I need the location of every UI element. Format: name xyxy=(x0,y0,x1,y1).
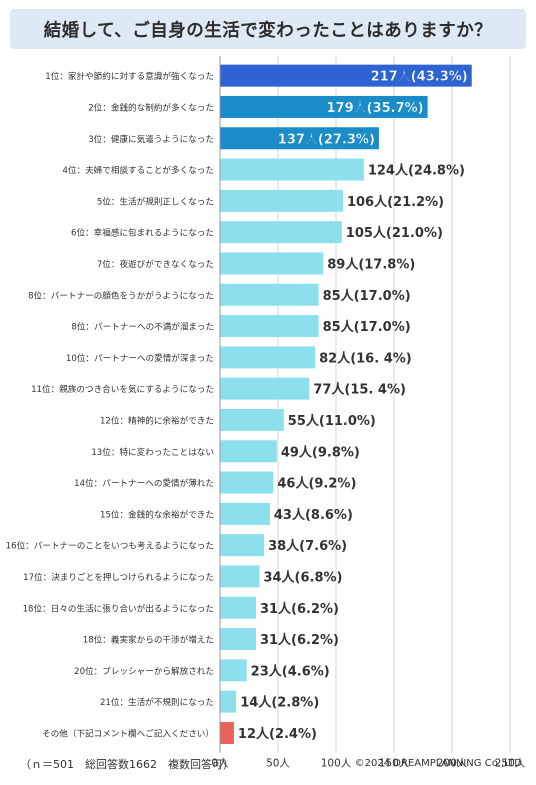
category-label: 14位：パートナーへの愛情が薄れた xyxy=(74,477,214,489)
category-label: 3位：健康に気遣うようになった xyxy=(88,133,214,145)
bar xyxy=(220,346,316,369)
bar xyxy=(220,471,274,494)
category-label: 18位：義実家からの干渉が増えた xyxy=(83,634,214,646)
category-label: 5位：生活が規則正しくなった xyxy=(97,195,214,207)
data-label: 31人(6.2%) xyxy=(260,601,339,617)
data-label: 77人(15. 4%) xyxy=(313,382,406,398)
x-tick-label: 250人 xyxy=(495,758,526,770)
bar xyxy=(220,283,319,306)
x-tick-label: 150人 xyxy=(379,758,410,770)
bar xyxy=(220,502,270,525)
bar xyxy=(220,565,260,588)
data-label: 38人(7.6%) xyxy=(268,538,347,554)
bar xyxy=(220,721,234,744)
category-label: 13位：特に変わったことはない xyxy=(91,446,214,458)
category-label: 8位：パートナーの顔色をうかがうようになった xyxy=(28,289,214,301)
category-label: 4位：夫婦で相談することが多くなった xyxy=(62,164,214,176)
data-label: 14人(2.8%) xyxy=(240,695,319,711)
bar xyxy=(220,408,284,431)
bar xyxy=(220,189,343,212)
category-label: 12位：精神的に余裕ができた xyxy=(100,414,214,426)
bar xyxy=(220,315,319,338)
bar xyxy=(220,659,247,682)
category-label: 10位：パートナーへの愛情が深まった xyxy=(66,352,214,364)
bar xyxy=(220,440,277,463)
bar xyxy=(220,628,256,651)
title-banner: 結婚して、ご自身の生活で変わったことはありますか？ xyxy=(10,9,526,49)
data-label: 85人(17.0%) xyxy=(323,319,411,335)
data-label: 85人(17.0%) xyxy=(323,288,411,304)
data-label: 43人(8.6%) xyxy=(274,507,353,523)
data-label: 12人(2.4%) xyxy=(238,726,317,742)
data-label: 106人(21.2%) xyxy=(347,194,444,210)
category-label: 21位：生活が不規則になった xyxy=(100,696,214,708)
category-label: 15位：金銭的な余裕ができた xyxy=(100,508,214,520)
copyright-credit: ©2024 DREAMPLANNING Co.,LTD xyxy=(354,758,522,769)
bar xyxy=(220,127,379,150)
data-label: 89人(17.8%) xyxy=(327,256,415,272)
bar xyxy=(220,95,428,118)
category-label: 16位：パートナーのことをいつも考えるようになった xyxy=(6,540,214,552)
category-label: 8位：パートナーへの不満が溜まった xyxy=(71,321,214,333)
x-tick-label: 100人 xyxy=(321,758,352,770)
data-label: 34人(6.8%) xyxy=(263,569,342,585)
bar xyxy=(220,64,472,87)
chart-title: 結婚して、ご自身の生活で変わったことはありますか？ xyxy=(43,20,493,41)
bar xyxy=(220,221,342,244)
data-label: 31人(6.2%) xyxy=(260,632,339,648)
x-tick-label: 50人 xyxy=(266,758,290,770)
category-label: 6位：幸福感に包まれるようになった xyxy=(71,227,214,239)
data-label: 49人(9.8%) xyxy=(281,444,360,460)
bar xyxy=(220,534,265,557)
data-label: 217人(43.3%) xyxy=(371,69,468,85)
data-label: 137人(27.3%) xyxy=(278,131,375,147)
sample-note: （ｎ＝501 総回答数1662 複数回答可） xyxy=(20,758,234,771)
bar xyxy=(220,596,256,619)
category-label: 7位：夜遊びができなくなった xyxy=(97,258,214,270)
bar xyxy=(220,690,237,713)
category-label: 18位：日々の生活に張り合いが出るようになった xyxy=(23,602,214,614)
bar xyxy=(220,252,324,275)
data-label: 23人(4.6%) xyxy=(251,663,330,679)
data-label: 55人(11.0%) xyxy=(288,413,376,429)
category-label: 11位：親族のつき合いを気にするようになった xyxy=(31,383,214,395)
category-label: 2位：金銭的な制約が多くなった xyxy=(88,101,214,113)
category-label: その他（下記コメント欄へご記入ください） xyxy=(42,727,214,739)
category-label: 17位：決まりごとを押しつけられるようになった xyxy=(23,571,214,583)
data-label: 46人(9.2%) xyxy=(277,476,356,492)
data-label: 82人(16. 4%) xyxy=(319,350,412,366)
data-label: 105人(21.0%) xyxy=(346,225,443,241)
data-label: 124人(24.8%) xyxy=(368,163,465,179)
data-label: 179人(35.7%) xyxy=(327,100,424,116)
bar xyxy=(220,158,364,181)
bar xyxy=(220,377,310,400)
x-tick-label: 200人 xyxy=(437,758,468,770)
category-label: 1位：家計や節約に対する意識が強くなった xyxy=(45,70,214,82)
x-tick-label: 0人 xyxy=(211,758,229,770)
category-label: 20位：プレッシャーから解放された xyxy=(74,665,214,677)
